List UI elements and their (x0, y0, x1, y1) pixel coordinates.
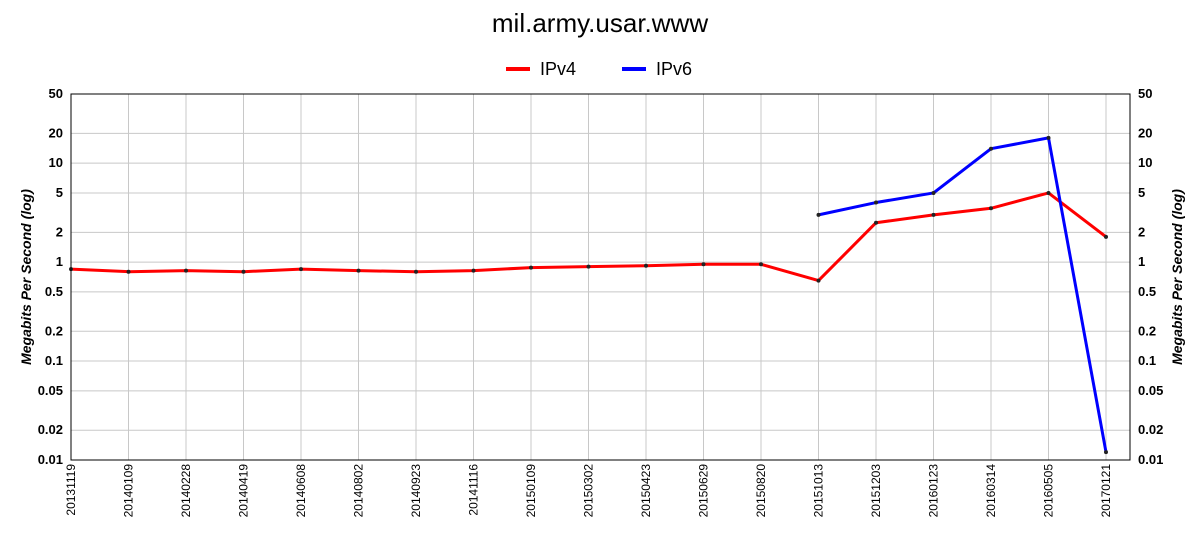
legend-ipv6-label: IPv6 (656, 59, 692, 79)
y-axis-label-right: Megabits Per Second (log) (1169, 189, 1185, 365)
x-tick-label: 20140923 (409, 464, 423, 518)
y-tick-label-left: 5 (56, 185, 63, 200)
y-tick-label-left: 0.2 (45, 323, 63, 338)
x-tick-label: 20151203 (869, 464, 883, 518)
data-point-ipv4 (931, 212, 936, 217)
x-tick-label: 20150302 (582, 464, 596, 518)
y-tick-label-left: 20 (49, 125, 63, 140)
x-tick-label: 20151013 (812, 464, 826, 518)
y-axis-right: 50 20 10 5 2 1 0.5 0.2 0.1 0.05 0.02 0.01 (1138, 86, 1163, 467)
y-tick-label-right: 0.5 (1138, 284, 1156, 299)
data-point-ipv4 (989, 206, 993, 211)
x-tick-label: 20170121 (1099, 464, 1113, 518)
x-tick-label: 20150629 (697, 464, 711, 518)
data-point-ipv4 (356, 268, 361, 273)
data-point-ipv4 (1104, 234, 1108, 239)
y-tick-label-right: 2 (1138, 224, 1145, 239)
data-point-ipv6 (1104, 450, 1108, 455)
y-tick-label-left: 0.05 (38, 383, 63, 398)
y-tick-label-left: 1 (56, 254, 63, 269)
data-point-ipv4 (874, 220, 878, 225)
x-tick-label: 20150820 (754, 464, 768, 518)
plot-area (69, 135, 1108, 455)
series-line-ipv6 (818, 136, 1108, 453)
legend: IPv4 IPv6 (506, 59, 692, 79)
y-tick-label-left: 0.5 (45, 284, 63, 299)
data-point-ipv4 (299, 267, 303, 272)
data-point-ipv6 (816, 212, 821, 217)
x-tick-label: 20131119 (64, 464, 78, 516)
x-tick-label: 20140419 (237, 464, 251, 518)
data-point-ipv4 (414, 269, 418, 274)
y-tick-label-right: 50 (1138, 86, 1152, 101)
y-tick-label-right: 0.2 (1138, 323, 1156, 338)
data-point-ipv4 (126, 269, 131, 274)
y-tick-label-right: 1 (1138, 254, 1145, 269)
x-tick-label: 20140608 (294, 464, 308, 518)
y-tick-label-right: 0.01 (1138, 452, 1163, 467)
y-axis-label-left: Megabits Per Second (log) (18, 189, 34, 365)
y-tick-label-right: 0.02 (1138, 422, 1163, 437)
data-point-ipv4 (644, 263, 648, 268)
x-tick-label: 20160314 (984, 464, 998, 518)
data-point-ipv4 (471, 268, 476, 273)
data-point-ipv4 (701, 262, 706, 267)
x-tick-label: 20160505 (1042, 464, 1056, 518)
y-tick-label-left: 50 (49, 86, 63, 101)
y-tick-label-left: 0.02 (38, 422, 63, 437)
y-axis-left: 50 20 10 5 2 1 0.5 0.2 0.1 0.05 0.02 0.01 (38, 86, 63, 467)
x-tick-label: 20160123 (927, 464, 941, 518)
x-axis: 20131119 20140109 20140228 20140419 20140608… (64, 464, 1113, 518)
x-tick-label: 20150109 (524, 464, 538, 518)
y-tick-label-left: 10 (49, 155, 63, 170)
y-tick-label-right: 20 (1138, 125, 1152, 140)
y-tick-label-right: 5 (1138, 185, 1145, 200)
data-point-ipv4 (816, 278, 821, 283)
x-tick-label: 20140109 (122, 464, 136, 518)
data-point-ipv6 (874, 200, 878, 205)
data-point-ipv4 (586, 264, 591, 269)
data-point-ipv4 (759, 262, 763, 267)
y-tick-label-right: 0.1 (1138, 353, 1156, 368)
grid (70, 93, 1130, 461)
data-point-ipv4 (529, 265, 533, 270)
data-point-ipv6 (931, 190, 936, 195)
data-point-ipv4 (241, 269, 246, 274)
data-point-ipv4 (184, 268, 188, 273)
y-tick-label-right: 10 (1138, 155, 1152, 170)
data-point-ipv6 (1046, 135, 1051, 140)
y-tick-label-left: 2 (56, 224, 63, 239)
plot-frame (70, 93, 1131, 461)
data-point-ipv4 (1046, 190, 1051, 195)
y-tick-label-right: 0.05 (1138, 383, 1163, 398)
legend-ipv4-label: IPv4 (540, 59, 576, 79)
y-tick-label-left: 0.01 (38, 452, 63, 467)
x-tick-label: 20141116 (467, 464, 481, 516)
x-tick-label: 20140802 (352, 464, 366, 518)
x-tick-label: 20150423 (639, 464, 653, 518)
chart-title: mil.army.usar.www (492, 8, 708, 38)
y-tick-label-left: 0.1 (45, 353, 63, 368)
data-point-ipv6 (989, 146, 993, 151)
x-tick-label: 20140228 (179, 464, 193, 518)
